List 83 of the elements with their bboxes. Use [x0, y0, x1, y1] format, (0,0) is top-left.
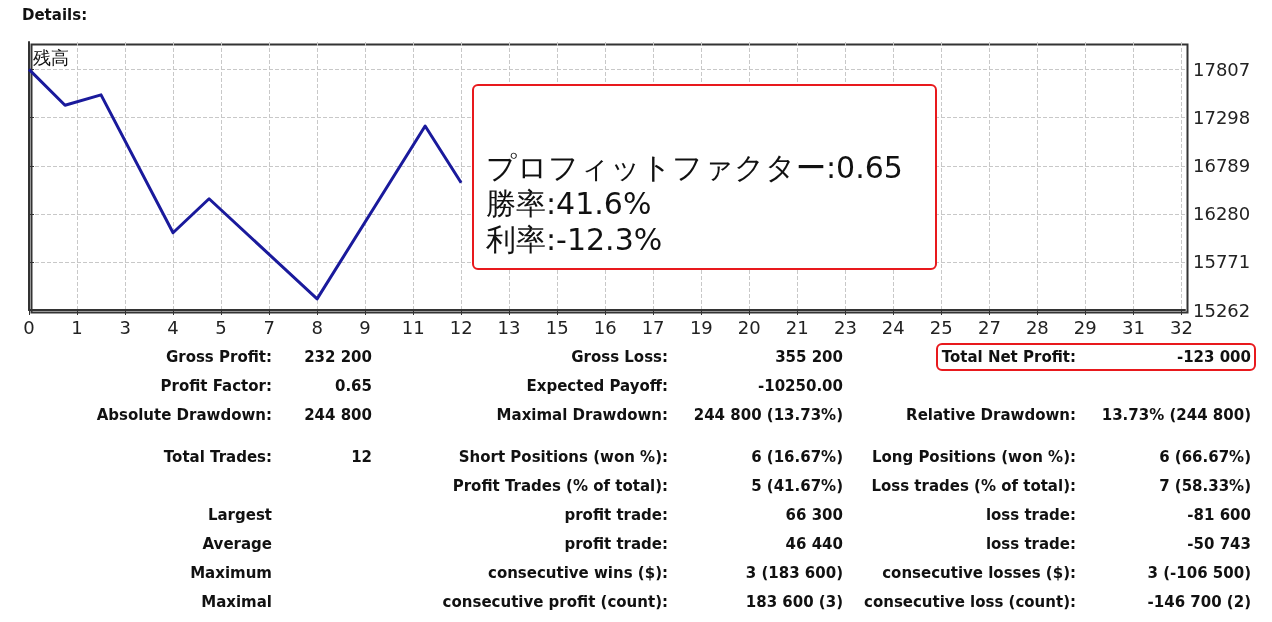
x-tick-label: 8	[311, 316, 323, 338]
x-tick-label: 31	[1122, 316, 1145, 338]
text: -10250.00	[758, 376, 843, 396]
text: 355 200	[775, 347, 843, 367]
x-tick-label: 4	[167, 316, 179, 338]
x-tick-label: 27	[978, 316, 1001, 338]
x-tick-label: 17	[641, 316, 665, 338]
text: Absolute Drawdown:	[96, 405, 272, 425]
text: consecutive loss (count):	[864, 592, 1076, 612]
text: 12	[351, 447, 372, 467]
text: -146 700 (2)	[1147, 592, 1251, 612]
y-tick-label: 16280	[1193, 203, 1251, 225]
x-tick-label: 7	[263, 316, 275, 338]
x-tick-label: 16	[593, 316, 617, 338]
text: Loss trades (% of total):	[871, 476, 1076, 496]
text: 7 (58.33%)	[1159, 476, 1251, 496]
text: Total Net Profit:	[941, 347, 1076, 367]
x-tick-label: 32	[1169, 316, 1193, 338]
text: Average	[202, 534, 272, 554]
line-series	[27, 67, 463, 301]
x-tick-label: 5	[215, 316, 227, 338]
x-tick-label: 28	[1025, 316, 1049, 338]
text: 6 (66.67%)	[1159, 447, 1251, 467]
x-tick-label: 20	[737, 316, 761, 338]
text: 244 800 (13.73%)	[693, 405, 843, 425]
text: Profit Trades (% of total):	[452, 476, 668, 496]
text: Long Positions (won %):	[871, 447, 1076, 467]
x-tick-label: 24	[881, 316, 905, 338]
x-tick-label: 29	[1073, 316, 1097, 338]
x-tick-label: 23	[833, 316, 857, 338]
text: profit trade:	[564, 534, 668, 554]
text: 244 800	[304, 405, 372, 425]
y-tick-label: 16789	[1193, 155, 1251, 177]
text: 13.73% (244 800)	[1101, 405, 1251, 425]
text: profit trade:	[564, 505, 668, 525]
x-tick-label: 21	[785, 316, 809, 338]
text: 6 (16.67%)	[751, 447, 843, 467]
text: Relative Drawdown:	[906, 405, 1076, 425]
text: 232 200	[304, 347, 372, 367]
x-tick-label: 19	[689, 316, 713, 338]
y-tick-label: 15262	[1193, 299, 1251, 321]
y-axis-title: 残高	[33, 46, 69, 68]
text: 66 300	[785, 505, 843, 525]
text: -50 743	[1187, 534, 1251, 554]
text: Short Positions (won %):	[458, 447, 668, 467]
text: Maximum	[190, 563, 272, 583]
annotation: プロフィットファクター:0.65	[486, 150, 903, 186]
text: -123 000	[1176, 347, 1251, 367]
text: loss trade:	[985, 534, 1076, 554]
text: Largest	[207, 505, 272, 525]
text: Gross Loss:	[571, 347, 668, 367]
x-tick-label: 9	[359, 316, 371, 338]
y-tick-label: 17807	[1193, 59, 1251, 81]
chart-title: Details:	[22, 6, 88, 24]
text: 3 (183 600)	[745, 563, 843, 583]
text: Maximal	[201, 592, 272, 612]
x-tick-label: 15	[545, 316, 569, 338]
text: -81 600	[1187, 505, 1251, 525]
text: consecutive losses ($):	[882, 563, 1076, 583]
x-tick-label: 13	[497, 316, 521, 338]
text: Total Trades:	[163, 447, 272, 467]
text: Maximal Drawdown:	[496, 405, 668, 425]
x-tick-label: 0	[23, 316, 35, 338]
text: 46 440	[785, 534, 843, 554]
x-tick-label: 11	[401, 316, 425, 338]
text: 183 600 (3)	[745, 592, 843, 612]
text: Profit Factor:	[160, 376, 272, 396]
x-tick-label: 1	[71, 316, 83, 338]
y-tick-label: 17298	[1193, 107, 1251, 129]
text: consecutive profit (count):	[442, 592, 668, 612]
x-tick-label: 12	[449, 316, 473, 338]
x-tick-label: 3	[119, 316, 131, 338]
text: Gross Profit:	[165, 347, 272, 367]
text: 5 (41.67%)	[751, 476, 843, 496]
annotation: 利率:-12.3%	[486, 222, 663, 258]
text: loss trade:	[985, 505, 1076, 525]
text: Expected Payoff:	[526, 376, 668, 396]
y-tick-label: 15771	[1193, 251, 1251, 273]
text: consecutive wins ($):	[487, 563, 668, 583]
text: 3 (-106 500)	[1147, 563, 1251, 583]
text: 0.65	[334, 376, 372, 396]
x-tick-label: 25	[929, 316, 953, 338]
annotation: 勝率:41.6%	[486, 186, 652, 222]
